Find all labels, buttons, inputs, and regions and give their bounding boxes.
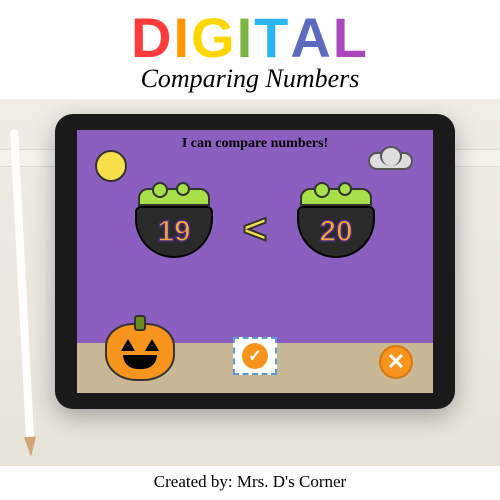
left-cauldron: 19 (135, 188, 213, 253)
footer-credit: Created by: Mrs. D's Corner (0, 466, 500, 500)
activity-prompt: I can compare numbers! (77, 136, 433, 152)
close-button[interactable]: ✕ (379, 345, 413, 379)
header: DIGITAL Comparing Numbers (0, 0, 500, 99)
moon-icon (95, 150, 127, 182)
cauldron-pot: 20 (297, 206, 375, 258)
right-cauldron: 20 (297, 188, 375, 253)
left-number: 19 (157, 215, 190, 249)
pumpkin-icon (105, 323, 175, 381)
bubbles-icon (138, 188, 210, 206)
tablet-device: I can compare numbers! 19 < 20 (55, 114, 455, 409)
cloud-icon (368, 152, 413, 170)
digital-title: DIGITAL (0, 10, 500, 66)
cauldron-pot: 19 (135, 206, 213, 258)
subtitle: Comparing Numbers (0, 64, 500, 94)
activity-screen: I can compare numbers! 19 < 20 (77, 130, 433, 393)
bubbles-icon (300, 188, 372, 206)
check-answer-button[interactable]: ✓ (233, 337, 277, 375)
right-number: 20 (319, 215, 352, 249)
scene-background: I can compare numbers! 19 < 20 (0, 99, 500, 469)
apple-pencil (10, 129, 34, 439)
check-icon: ✓ (242, 343, 268, 369)
comparison-operator[interactable]: < (243, 205, 268, 253)
